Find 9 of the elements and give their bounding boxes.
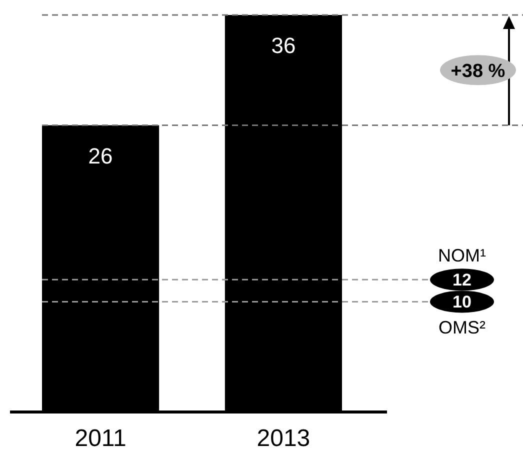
- data-label: 36: [271, 33, 296, 58]
- ref-line-label: 10: [452, 292, 472, 312]
- text: NOM¹: [438, 246, 486, 266]
- text: +38 %: [450, 61, 506, 82]
- x-tick-label: 2013: [256, 425, 310, 452]
- text: OMS²: [438, 318, 486, 338]
- data-label: 26: [88, 143, 113, 168]
- ref-line-label: 12: [452, 270, 472, 290]
- x-tick-label: 2011: [74, 425, 126, 452]
